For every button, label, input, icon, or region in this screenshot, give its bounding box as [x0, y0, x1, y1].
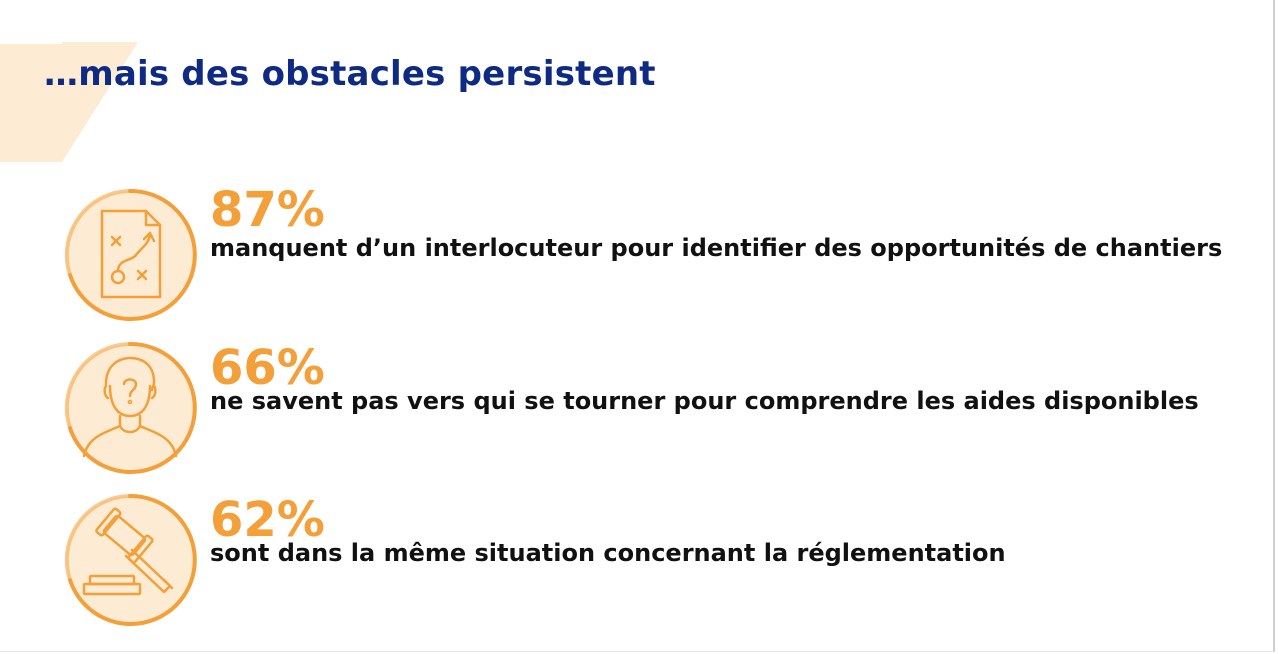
confused-person-icon: [64, 341, 197, 474]
stat-value-1: 87%: [210, 182, 325, 238]
slide-title: …mais des obstacles persistent: [44, 54, 656, 94]
stat-value-3: 62%: [210, 492, 325, 548]
gavel-icon: [64, 493, 197, 626]
stat-value-2: 66%: [210, 340, 325, 396]
stat-item-3: 62% sont dans la même situation concerna…: [0, 490, 1278, 630]
stat-item-2: 66% ne savent pas vers qui se tourner po…: [0, 338, 1278, 478]
stat-text-3: sont dans la même situation concernant l…: [210, 539, 1006, 567]
corner-decoration: [0, 42, 138, 162]
stat-text-2: ne savent pas vers qui se tourner pour c…: [210, 387, 1199, 415]
strategy-plan-icon: [64, 188, 197, 321]
stat-text-1: manquent d’un interlocuteur pour identif…: [210, 234, 1223, 262]
stat-item-1: 87% manquent d’un interlocuteur pour ide…: [0, 185, 1278, 325]
